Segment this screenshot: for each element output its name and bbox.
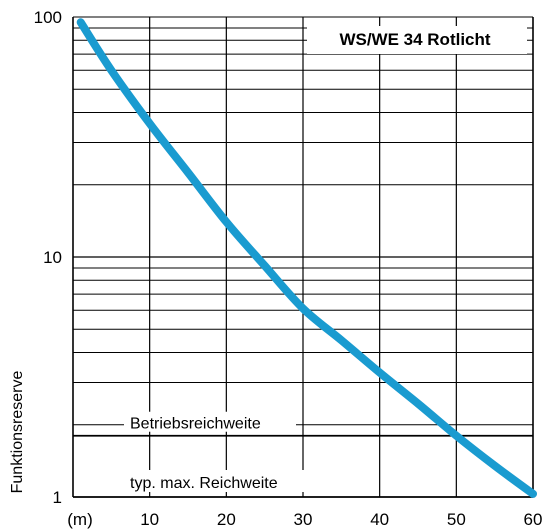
y-tick-label: 100 — [34, 8, 62, 27]
annotation-betriebsreichweite: Betriebsreichweite — [130, 416, 261, 433]
x-tick-label: 40 — [370, 510, 389, 529]
x-tick-label: 50 — [447, 510, 466, 529]
y-tick-label: 1 — [53, 488, 62, 507]
x-tick-labels: 10 20 30 40 50 60 — [140, 510, 542, 529]
x-unit-label: (m) — [67, 510, 92, 529]
annotation-typ-max-reichweite: typ. max. Reichweite — [130, 475, 278, 492]
title-background — [307, 26, 527, 54]
y-tick-label: 10 — [43, 248, 62, 267]
plot-frame — [72, 16, 534, 498]
x-tick-label: 20 — [217, 510, 236, 529]
y-tick-labels: 1 10 100 — [34, 8, 62, 507]
x-tick-label: 10 — [140, 510, 159, 529]
series-line — [76, 18, 537, 498]
x-tick-label: 60 — [524, 510, 543, 529]
annotation-background — [124, 411, 296, 432]
series-group — [76, 18, 537, 498]
annotation-background — [124, 470, 306, 492]
chart-title: WS/WE 34 Rotlicht — [339, 30, 490, 49]
x-tick-label: 30 — [294, 510, 313, 529]
y-axis-label: Funktionsreserve — [9, 371, 26, 494]
